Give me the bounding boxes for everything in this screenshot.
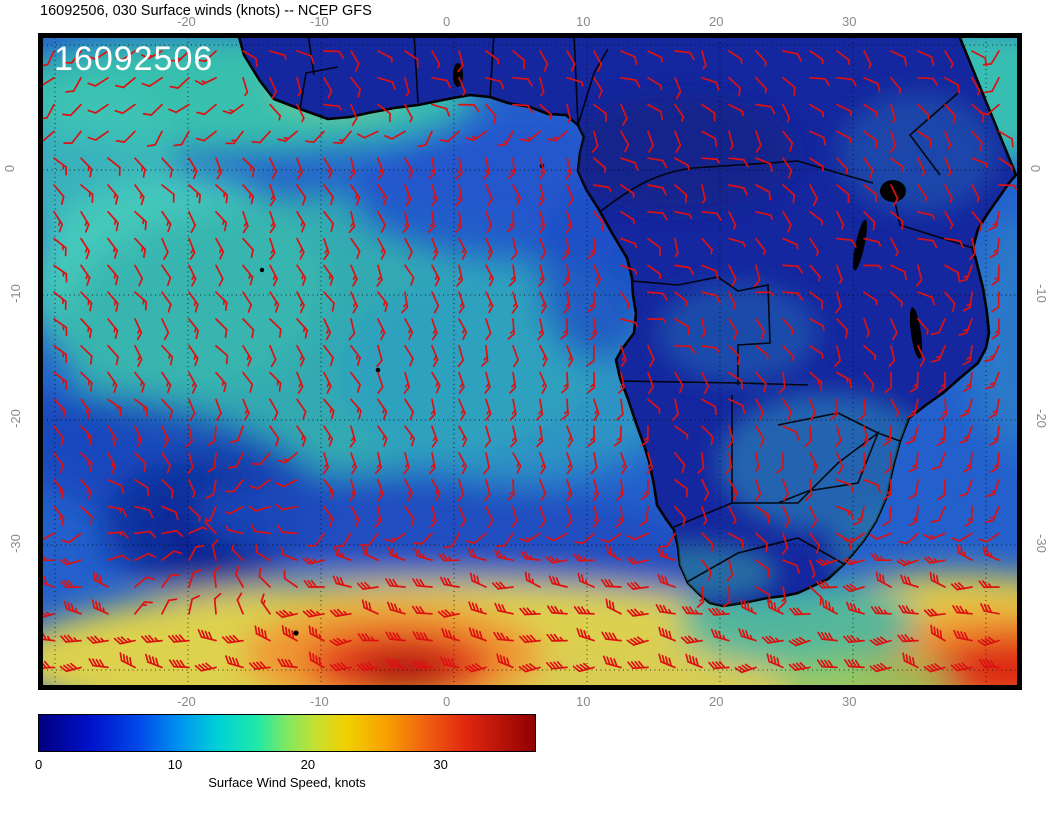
axis-tick-label: -10 xyxy=(7,284,23,303)
colorbar-label: Surface Wind Speed, knots xyxy=(208,775,366,790)
page-title: 16092506, 030 Surface winds (knots) -- N… xyxy=(40,3,372,19)
axis-tick-label: 0 xyxy=(443,14,451,29)
axis-tick-label: 20 xyxy=(709,694,724,709)
axis-tick-label: 10 xyxy=(576,14,591,29)
axis-tick-label: -10 xyxy=(1033,284,1049,303)
wind-map xyxy=(38,33,1022,690)
axis-tick-label: -10 xyxy=(310,694,329,709)
axis-tick-label: 0 xyxy=(2,164,18,173)
axis-tick-label: 0 xyxy=(443,694,451,709)
axis-tick-label: -30 xyxy=(7,534,23,553)
colorbar xyxy=(38,714,536,752)
axis-tick-label: -30 xyxy=(1033,534,1049,553)
ocean-field xyxy=(38,33,1022,690)
axis-tick-label: -20 xyxy=(7,409,23,428)
colorbar-tick-label: 20 xyxy=(300,757,316,772)
axis-tick-label: -20 xyxy=(177,694,196,709)
axis-tick-label: 30 xyxy=(842,14,857,29)
axis-tick-label: 30 xyxy=(842,694,857,709)
timestamp-overlay: 16092506 xyxy=(54,40,214,78)
axis-tick-label: 0 xyxy=(1028,164,1044,173)
axis-tick-label: -20 xyxy=(177,14,196,29)
axis-tick-label: -20 xyxy=(1033,409,1049,428)
axis-tick-label: 20 xyxy=(709,14,724,29)
wind-barbs xyxy=(38,50,1018,674)
map-frame xyxy=(38,33,1022,690)
colorbar-tick-label: 10 xyxy=(167,757,183,772)
axis-tick-label: -10 xyxy=(310,14,329,29)
colorbar-tick-label: 30 xyxy=(433,757,448,772)
colorbar-tick-label: 0 xyxy=(35,757,43,772)
axis-tick-label: 10 xyxy=(576,694,591,709)
